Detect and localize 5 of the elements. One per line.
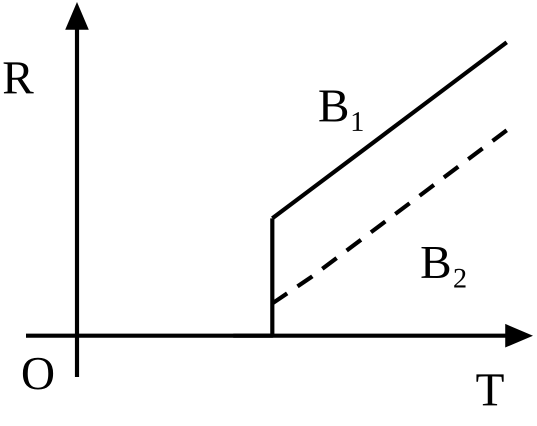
y-axis-title: R xyxy=(4,62,34,94)
series-label: B₂ xyxy=(422,246,466,288)
text: O xyxy=(22,358,54,390)
x-axis-title: T xyxy=(476,374,504,406)
series-label: B₁ xyxy=(319,90,363,131)
